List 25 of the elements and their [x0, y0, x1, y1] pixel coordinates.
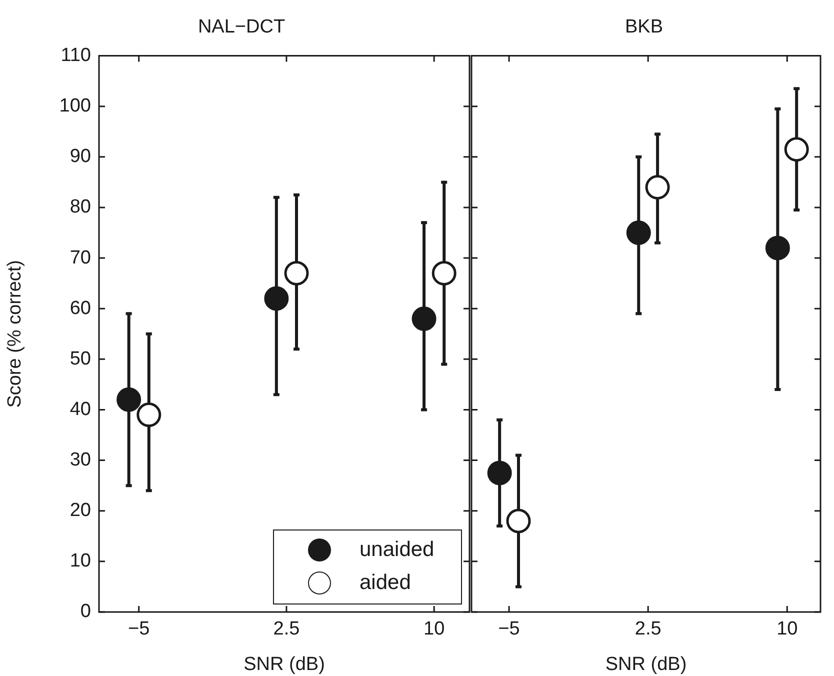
- x-tick-label: −5: [128, 618, 150, 640]
- y-tick-label: 40: [70, 398, 91, 420]
- y-tick-label: 60: [70, 298, 91, 319]
- legend-label: unaided: [360, 538, 434, 561]
- y-tick-label: 90: [70, 146, 91, 168]
- y-tick-label: 50: [70, 348, 91, 370]
- x-tick-label: −5: [498, 618, 520, 640]
- x-tick-label: 10: [776, 618, 798, 640]
- y-axis-title: Score (% correct): [4, 260, 26, 408]
- y-tick-label: 110: [60, 45, 91, 66]
- x-tick-label: 2.5: [634, 618, 662, 640]
- legend-label: aided: [360, 570, 411, 594]
- x-axis-title: SNR (dB): [244, 654, 325, 675]
- y-tick-label: 100: [59, 96, 91, 117]
- chart-title: BKB: [624, 16, 664, 38]
- y-tick-label: 20: [70, 500, 91, 522]
- x-axis-title: SNR (dB): [605, 654, 687, 675]
- y-tick-label: 70: [70, 247, 91, 268]
- y-tick-label: 80: [70, 196, 91, 218]
- chart-title: NAL−DCT: [198, 16, 286, 38]
- x-tick-label: 10: [424, 618, 445, 640]
- x-tick-label: 2.5: [273, 618, 300, 640]
- y-tick-label: 10: [70, 550, 91, 572]
- y-tick-label: 30: [70, 450, 91, 471]
- y-tick-label: 0: [80, 601, 91, 622]
